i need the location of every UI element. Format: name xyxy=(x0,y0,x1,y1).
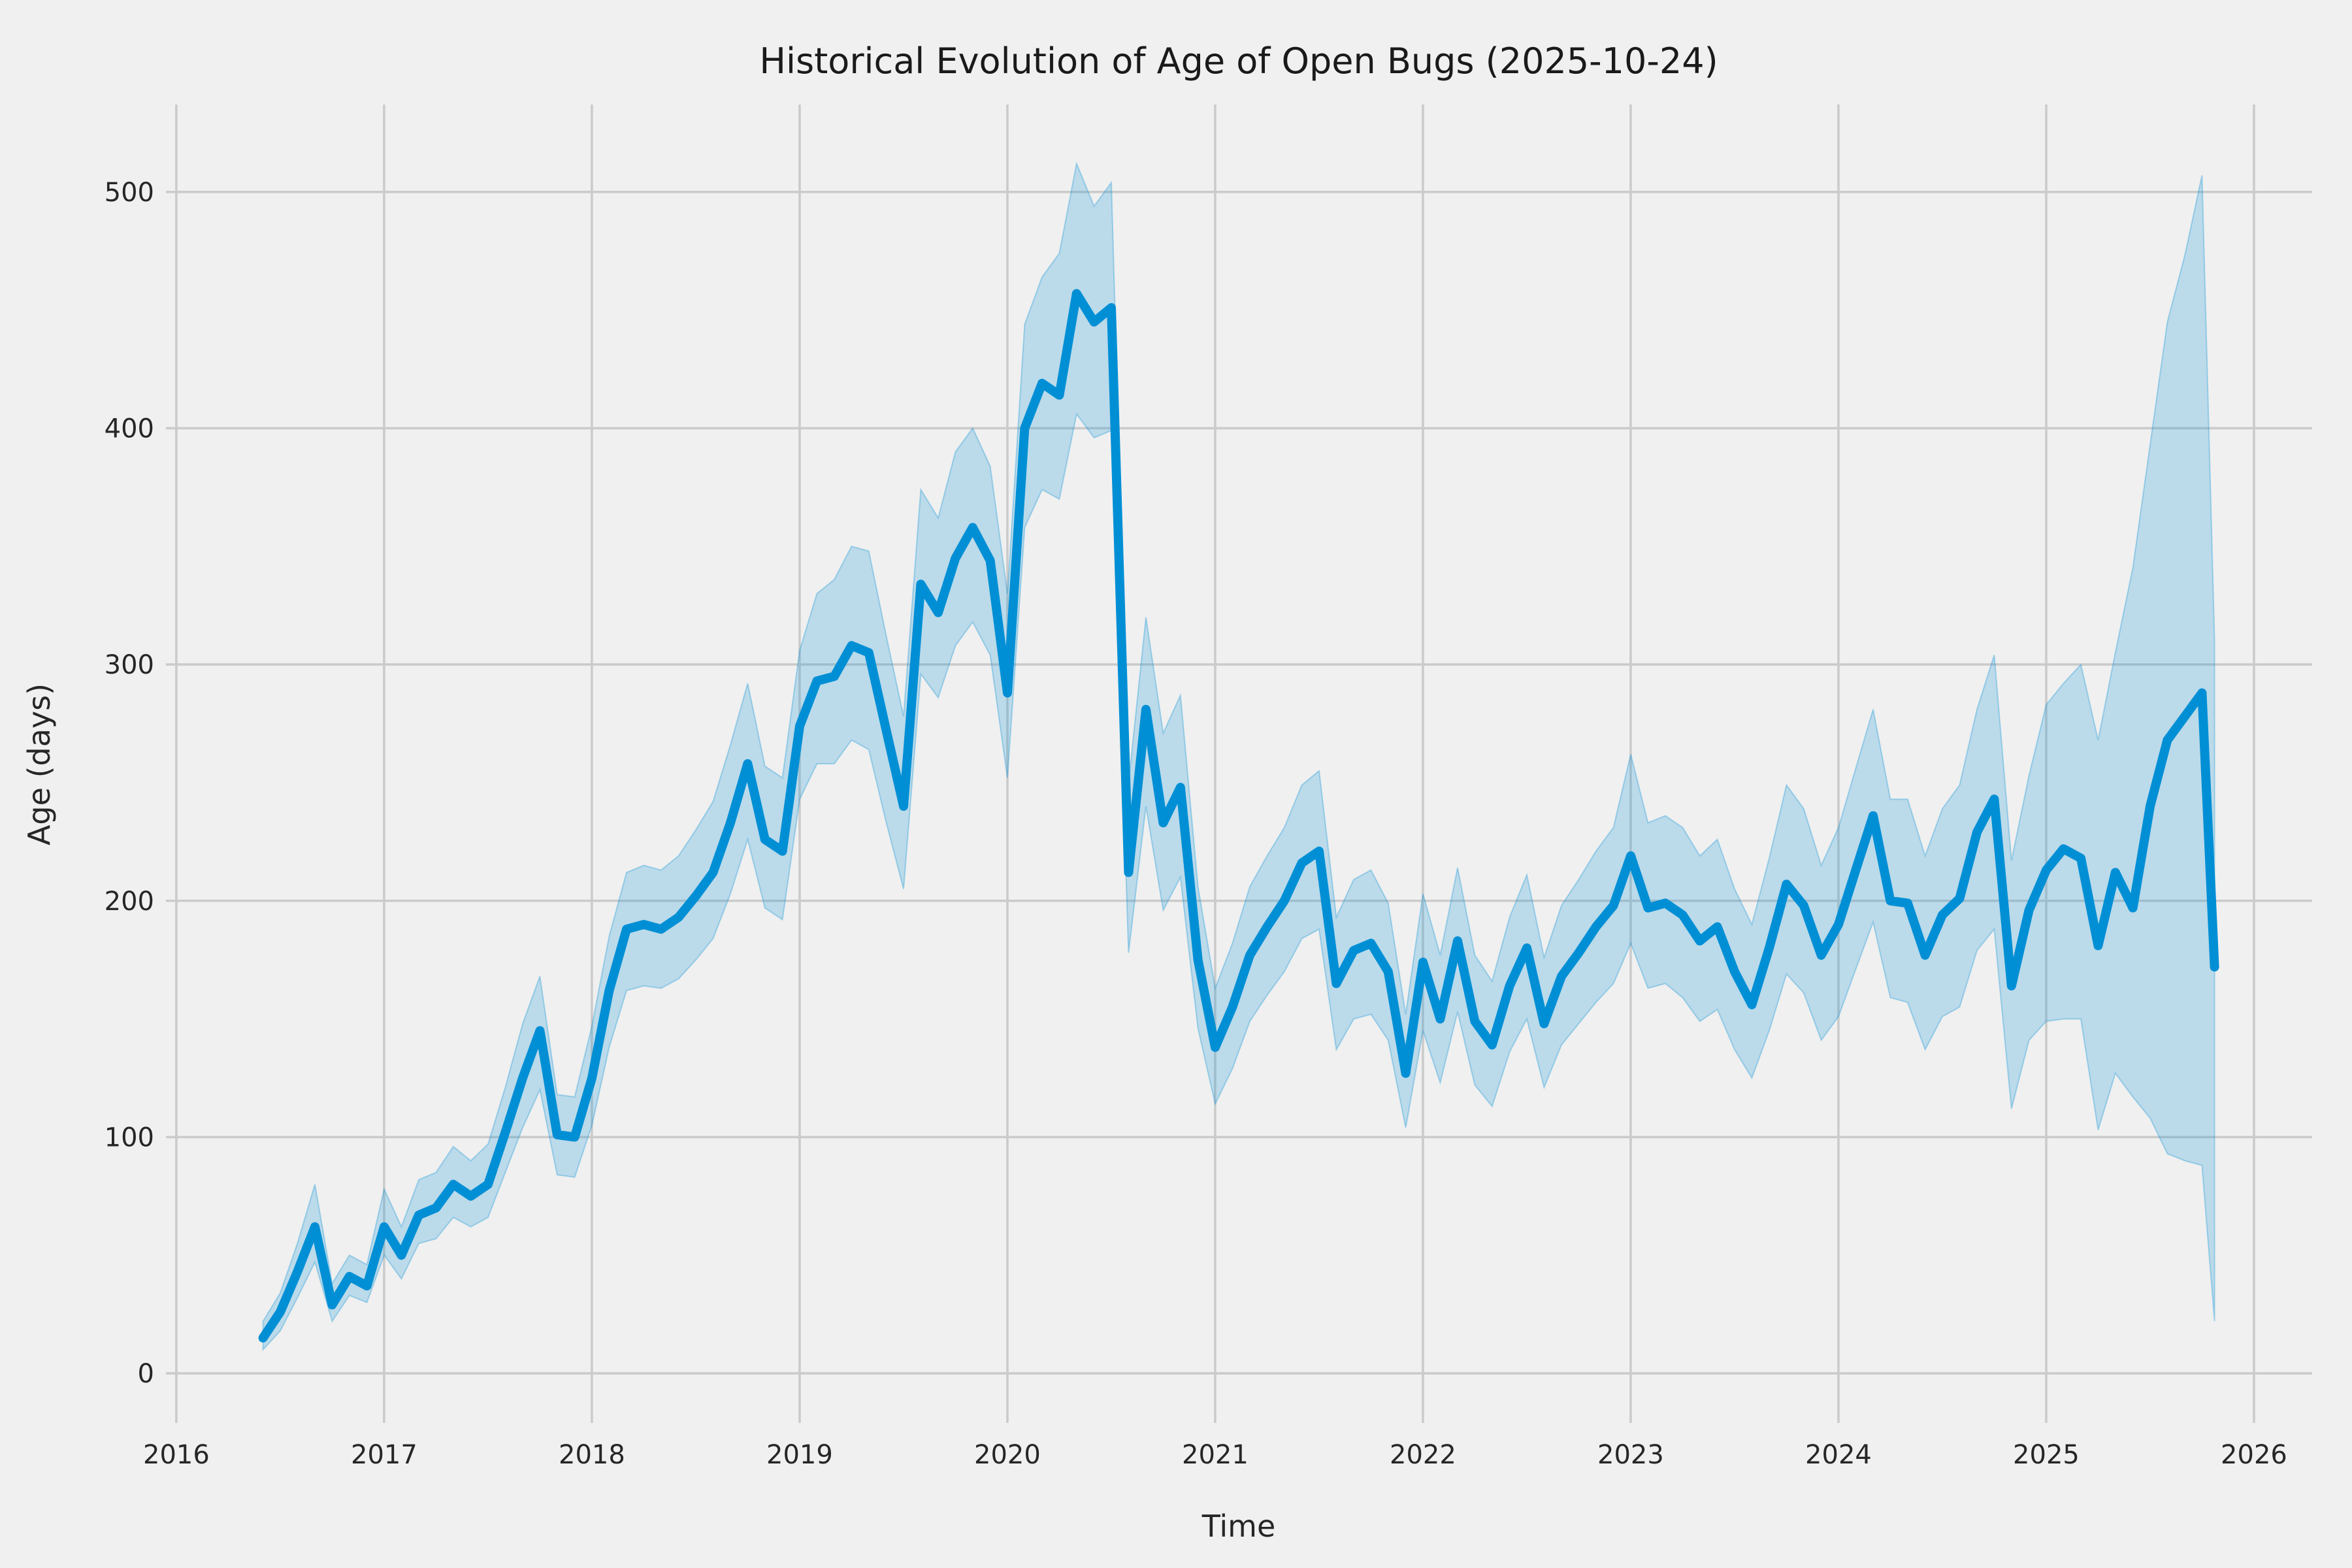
y-tick-labels: 0 100 200 300 400 500 xyxy=(105,178,154,1389)
x-tick-2017: 2017 xyxy=(351,1440,417,1470)
x-tick-2022: 2022 xyxy=(1390,1440,1456,1470)
x-axis-label: Time xyxy=(1201,1509,1276,1544)
vertical-gridlines xyxy=(175,105,2255,1423)
y-tick-400: 400 xyxy=(105,414,154,444)
x-tick-2026: 2026 xyxy=(2221,1440,2287,1470)
x-tick-2016: 2016 xyxy=(143,1440,210,1470)
x-tick-2023: 2023 xyxy=(1597,1440,1664,1470)
x-tick-2019: 2019 xyxy=(766,1440,833,1470)
mean-age-line xyxy=(258,289,2219,1343)
y-tick-100: 100 xyxy=(105,1122,154,1152)
y-tick-200: 200 xyxy=(105,887,154,917)
mean-line xyxy=(258,289,2219,1343)
x-tick-2020: 2020 xyxy=(974,1440,1041,1470)
x-tick-2018: 2018 xyxy=(559,1440,625,1470)
horizontal-gridlines xyxy=(166,191,2312,1375)
x-tick-labels: 2016 2017 2018 2019 2020 2021 2022 2023 2024 2025… xyxy=(143,1440,2287,1470)
y-tick-0: 0 xyxy=(138,1359,154,1389)
y-tick-300: 300 xyxy=(105,650,154,680)
x-tick-2025: 2025 xyxy=(2013,1440,2080,1470)
x-tick-2024: 2024 xyxy=(1805,1440,1872,1470)
x-tick-2021: 2021 xyxy=(1182,1440,1249,1470)
confidence-band-area xyxy=(262,161,2215,1352)
y-tick-500: 500 xyxy=(105,178,154,208)
chart-title: Historical Evolution of Age of Open Bugs… xyxy=(759,41,1718,82)
y-axis-label: Age (days) xyxy=(22,683,57,845)
confidence-band xyxy=(262,161,2215,1352)
